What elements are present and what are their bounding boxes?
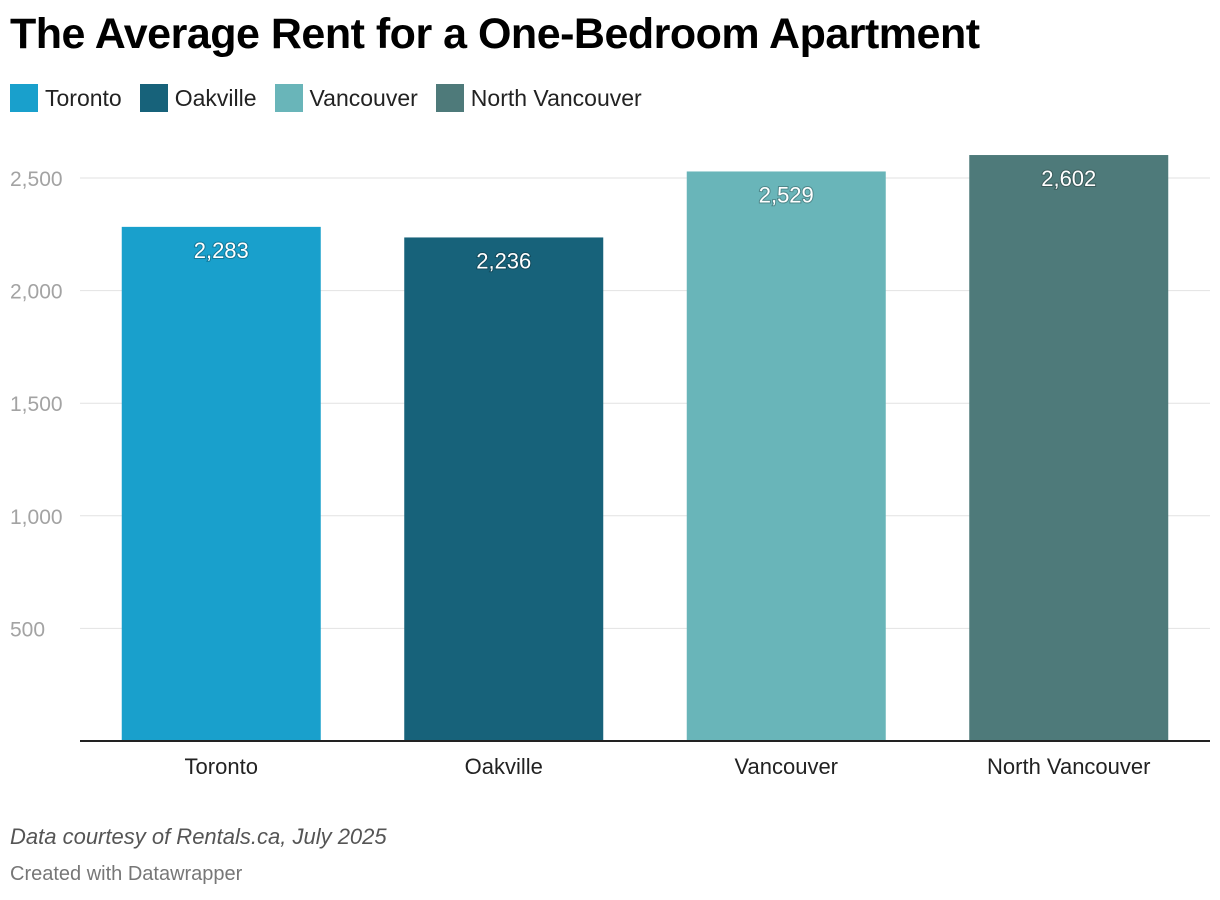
- data-source-note: Data courtesy of Rentals.ca, July 2025: [10, 824, 387, 849]
- bar-value-label: 2,529: [759, 182, 814, 207]
- legend: Toronto Oakville Vancouver North Vancouv…: [10, 84, 660, 112]
- legend-label-vancouver: Vancouver: [309, 84, 418, 111]
- x-tick-label: Oakville: [465, 754, 543, 779]
- legend-item-toronto: Toronto: [10, 84, 122, 112]
- bar: [121, 226, 321, 741]
- legend-label-oakville: Oakville: [174, 84, 257, 111]
- legend-swatch-vancouver: [274, 84, 303, 112]
- bar-value-label: 2,236: [476, 248, 531, 273]
- legend-swatch-oakville: [139, 84, 168, 112]
- legend-label-north-vancouver: North Vancouver: [470, 84, 642, 111]
- bar: [404, 237, 604, 741]
- bar: [969, 155, 1169, 741]
- legend-label-toronto: Toronto: [45, 84, 122, 111]
- bar-value-label: 2,602: [1041, 166, 1096, 191]
- legend-item-north-vancouver: North Vancouver: [435, 84, 642, 112]
- y-tick-label: 2,000: [10, 281, 63, 304]
- legend-item-vancouver: Vancouver: [274, 84, 418, 112]
- y-tick-label: 500: [10, 618, 45, 641]
- created-with-credit: Created with Datawrapper: [10, 863, 243, 885]
- y-tick-label: 1,500: [10, 393, 63, 416]
- y-tick-label: 2,500: [10, 168, 63, 191]
- x-tick-label: Toronto: [185, 754, 258, 779]
- bar-value-label: 2,283: [194, 238, 249, 263]
- bar: [686, 171, 886, 742]
- x-tick-label: North Vancouver: [987, 754, 1150, 779]
- legend-swatch-toronto: [10, 84, 38, 112]
- y-tick-label: 1,000: [10, 506, 63, 529]
- legend-swatch-north-vancouver: [435, 84, 464, 112]
- legend-item-oakville: Oakville: [139, 84, 257, 112]
- chart-title: The Average Rent for a One-Bedroom Apart…: [10, 10, 980, 58]
- x-tick-label: Vancouver: [734, 754, 838, 779]
